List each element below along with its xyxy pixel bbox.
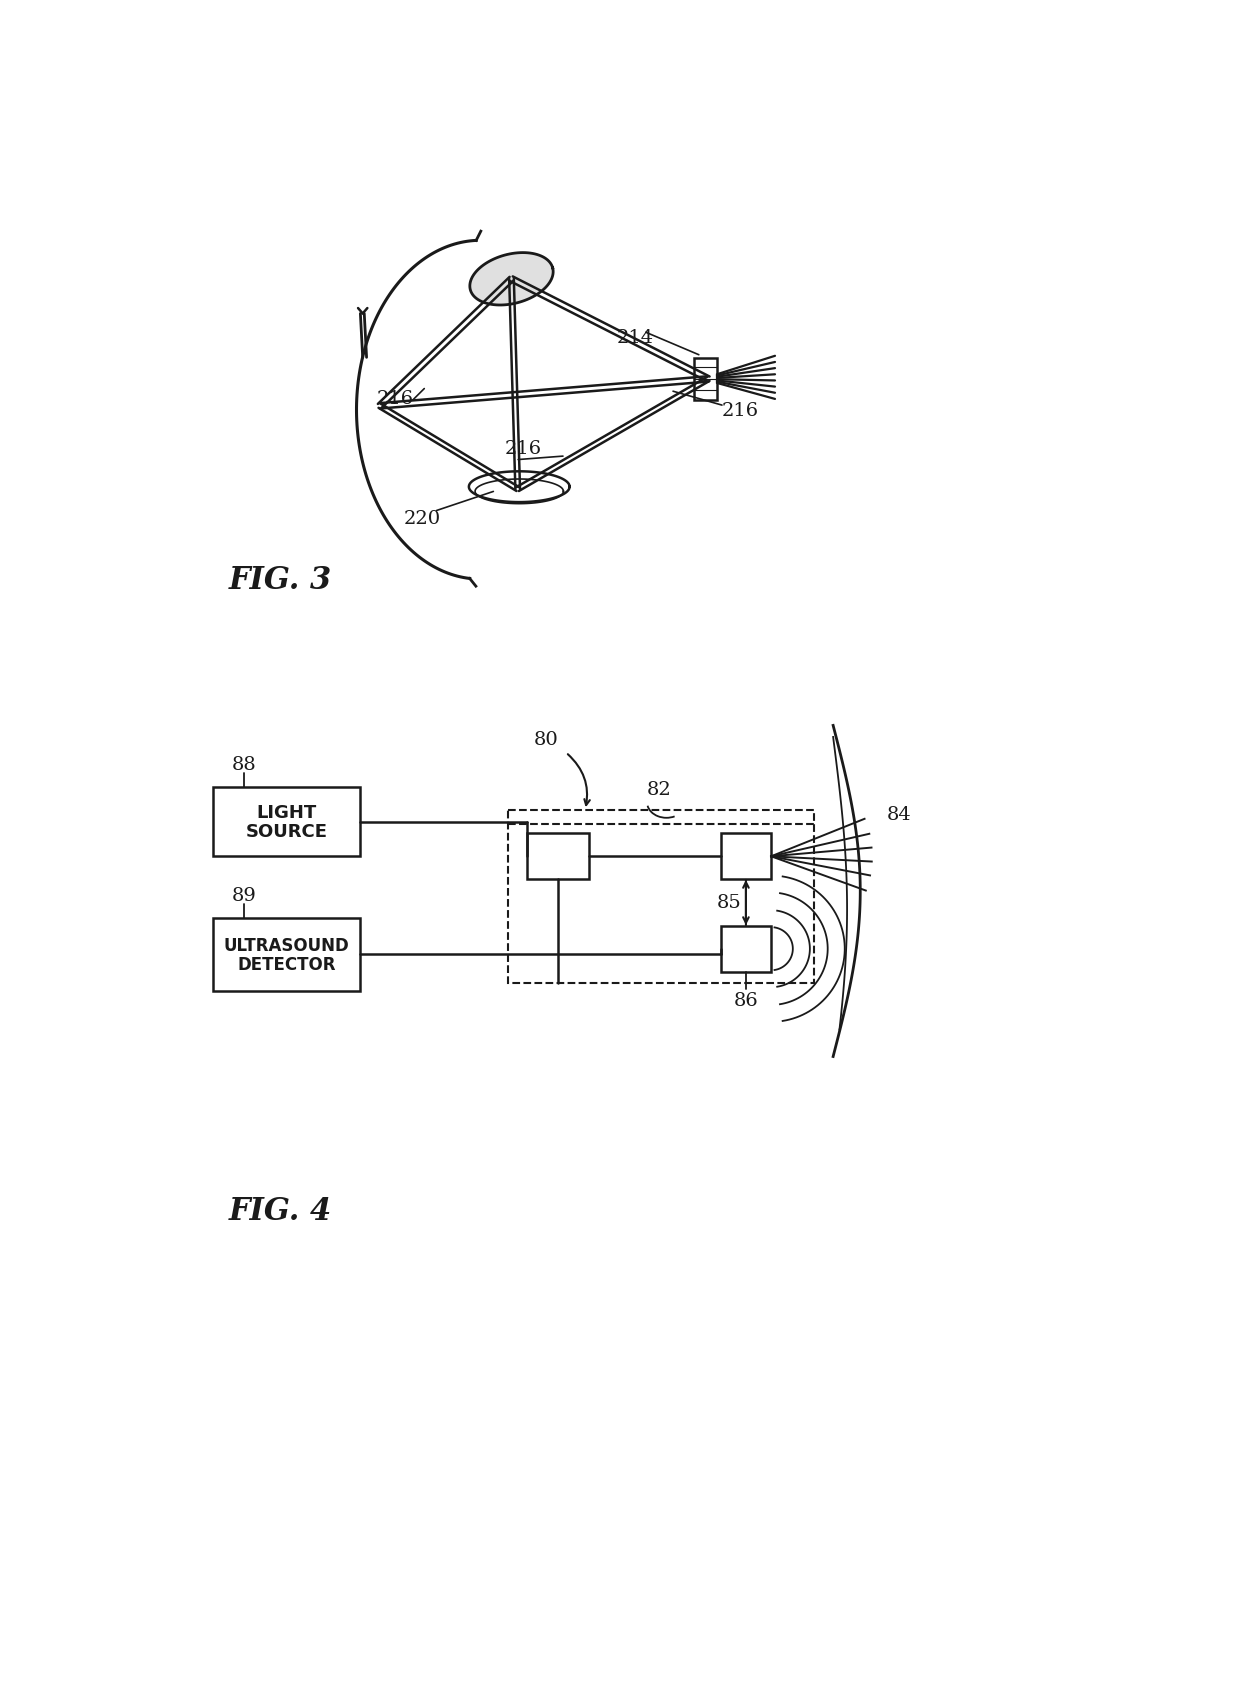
Text: 84: 84 xyxy=(887,806,911,824)
Text: 85: 85 xyxy=(717,893,742,912)
Text: SOURCE: SOURCE xyxy=(246,823,327,841)
Bar xyxy=(507,811,813,983)
Text: 214: 214 xyxy=(618,328,653,346)
Text: ULTRASOUND: ULTRASOUND xyxy=(224,937,350,954)
Text: FIG. 4: FIG. 4 xyxy=(228,1196,332,1226)
Polygon shape xyxy=(469,471,569,503)
Text: 86: 86 xyxy=(734,991,759,1008)
Text: FIG. 3: FIG. 3 xyxy=(228,564,332,595)
Text: 80: 80 xyxy=(534,731,559,748)
Bar xyxy=(720,834,771,880)
Text: 220: 220 xyxy=(404,508,441,527)
Bar xyxy=(693,358,717,402)
Text: LIGHT: LIGHT xyxy=(257,804,317,823)
Text: DETECTOR: DETECTOR xyxy=(238,956,336,973)
Bar xyxy=(213,787,361,856)
Text: 216: 216 xyxy=(377,390,414,409)
Text: 216: 216 xyxy=(505,439,542,458)
Text: 216: 216 xyxy=(722,402,759,419)
Bar xyxy=(527,834,589,880)
Text: 89: 89 xyxy=(232,887,257,904)
Bar xyxy=(720,926,771,973)
Polygon shape xyxy=(470,253,553,306)
Bar xyxy=(213,919,361,991)
Text: 82: 82 xyxy=(646,780,671,799)
Text: 88: 88 xyxy=(232,755,257,774)
